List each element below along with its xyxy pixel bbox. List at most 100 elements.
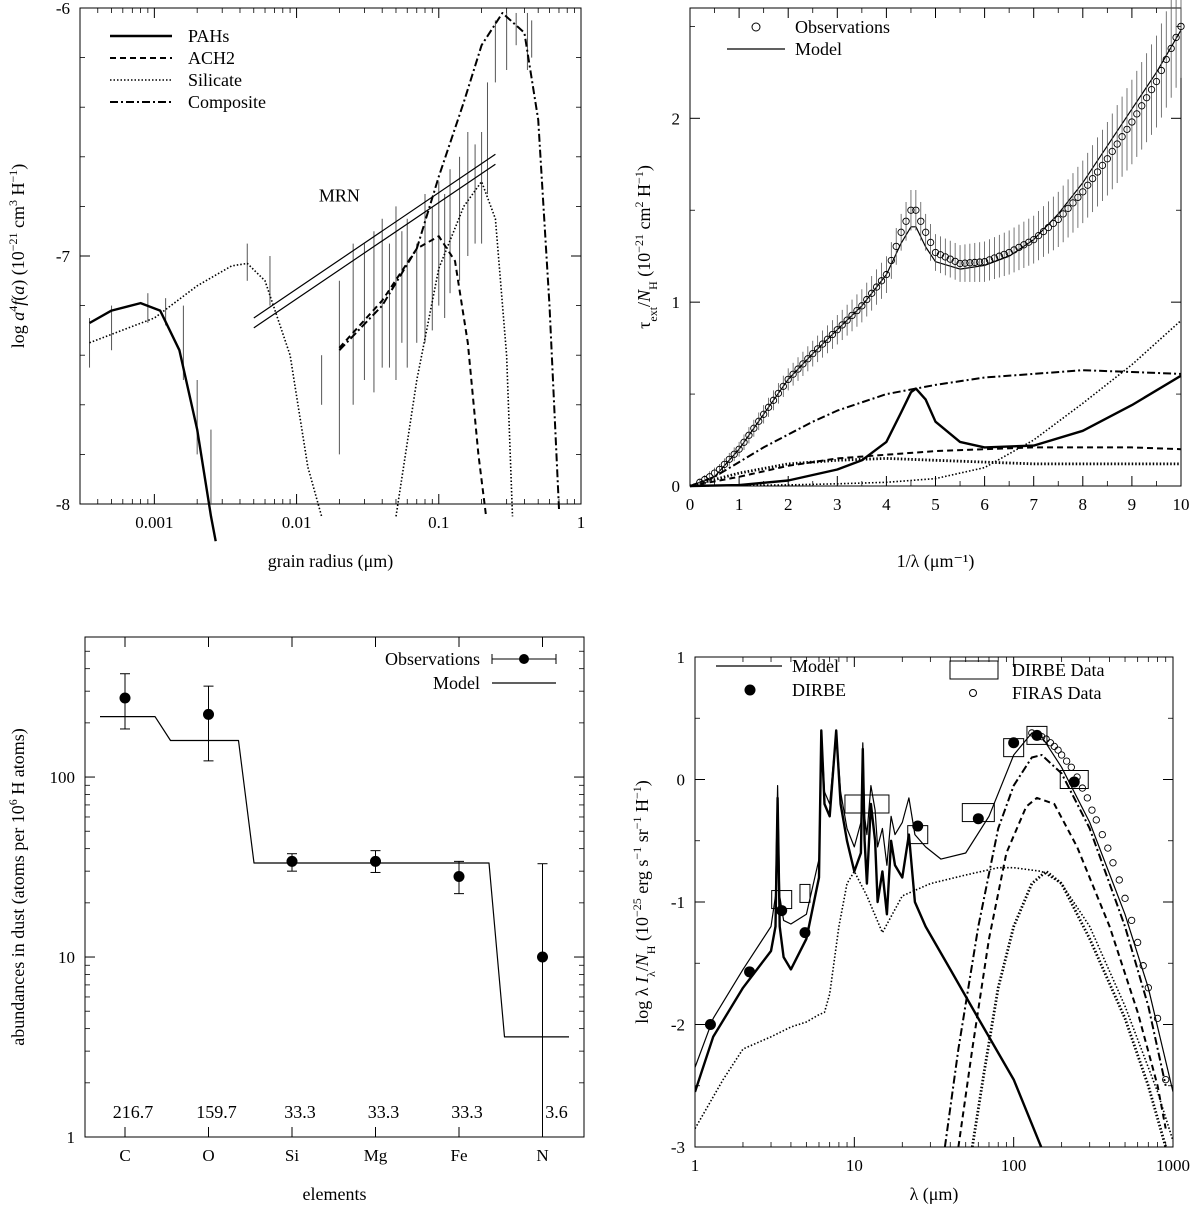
firas-point bbox=[1153, 1014, 1162, 1023]
firas-point bbox=[1050, 742, 1058, 751]
x-tick-label: 10 bbox=[1173, 495, 1190, 514]
plot-frame bbox=[694, 656, 1174, 1148]
legend-label: Silicate bbox=[188, 70, 242, 90]
model-value-label: 33.3 bbox=[284, 1102, 316, 1122]
component-line bbox=[689, 456, 1181, 488]
observation-point bbox=[750, 424, 758, 432]
y-axis-label: log a4f(a) (10−21 cm3 H−1) bbox=[6, 164, 29, 349]
observation-point bbox=[917, 217, 925, 225]
firas-point bbox=[1042, 735, 1050, 743]
observation-point bbox=[887, 256, 895, 265]
observation-point bbox=[872, 283, 881, 291]
x-tick-label: 3 bbox=[833, 495, 842, 514]
dirbe-box bbox=[844, 794, 890, 814]
legend-label: ACH2 bbox=[188, 48, 235, 68]
observation-point bbox=[745, 431, 753, 439]
observation-point bbox=[971, 258, 979, 267]
observation-point bbox=[1128, 118, 1136, 126]
component-line bbox=[957, 796, 1167, 1147]
dirbe-box bbox=[1059, 770, 1089, 789]
y-tick-label: -7 bbox=[56, 247, 71, 266]
x-tick-label: Si bbox=[285, 1146, 299, 1165]
y-tick-label: -1 bbox=[671, 893, 685, 912]
dirbe-box bbox=[799, 883, 811, 903]
x-tick-label: 5 bbox=[931, 495, 940, 514]
legend-label: FIRAS Data bbox=[1012, 683, 1102, 703]
component-line bbox=[689, 319, 1182, 487]
observation-point bbox=[119, 692, 131, 704]
observation-point bbox=[838, 321, 846, 329]
y-tick-label: 10 bbox=[58, 948, 75, 967]
dirbe-point bbox=[704, 1019, 716, 1030]
observation-point bbox=[1088, 174, 1097, 183]
firas-point bbox=[1098, 830, 1106, 839]
observation-point bbox=[809, 349, 817, 358]
firas-point bbox=[1083, 794, 1091, 802]
x-tick-label: 7 bbox=[1029, 495, 1038, 514]
observation-point bbox=[848, 311, 856, 320]
observation-point bbox=[1093, 168, 1102, 176]
x-axis-label: λ (μm) bbox=[910, 1184, 959, 1205]
legend-marker bbox=[519, 654, 529, 664]
observation-point bbox=[789, 370, 797, 378]
observation-point bbox=[740, 438, 748, 446]
abundances-panel: C O Si Mg Fe N 1 10 100 216.7 159.7 33.3 33.3 33.3 3.6… bbox=[6, 636, 585, 1204]
observation-point bbox=[882, 270, 891, 279]
observation-point bbox=[1069, 199, 1077, 207]
y-tick-label: 1 bbox=[672, 293, 681, 312]
y-axis-label: abundances in dust (atoms per 106 H atom… bbox=[6, 728, 29, 1045]
observation-point bbox=[774, 389, 783, 397]
dirbe-point bbox=[1068, 776, 1080, 788]
observation-point bbox=[1059, 210, 1067, 218]
observation-point bbox=[1177, 22, 1185, 31]
y-axis-label: τext/NH (10−21 cm2 H−1) bbox=[632, 165, 660, 329]
observation-point bbox=[804, 355, 812, 363]
firas-point bbox=[1088, 806, 1096, 814]
legend-marker bbox=[751, 22, 761, 32]
dirbe-point bbox=[912, 820, 924, 832]
observation-point bbox=[730, 450, 738, 458]
observation-point bbox=[453, 871, 465, 883]
observation-point bbox=[1039, 227, 1048, 236]
observation-point bbox=[1064, 204, 1072, 213]
x-tick-label: 2 bbox=[784, 495, 793, 514]
model-step-line bbox=[100, 715, 569, 1038]
firas-point bbox=[1144, 984, 1152, 992]
mrn-annotation: MRN bbox=[319, 185, 360, 205]
observation-point bbox=[976, 258, 984, 266]
plot-frame bbox=[79, 7, 582, 505]
firas-point bbox=[1067, 763, 1075, 771]
observation-point bbox=[1157, 66, 1166, 75]
observation-point bbox=[1108, 147, 1116, 156]
observation-point bbox=[907, 206, 915, 214]
observation-point bbox=[779, 382, 787, 391]
y-tick-label: -6 bbox=[56, 0, 70, 18]
x-tick-label: O bbox=[202, 1146, 214, 1165]
observation-point bbox=[1167, 44, 1175, 53]
x-tick-label: 4 bbox=[882, 495, 891, 514]
legend-label: DIRBE bbox=[792, 680, 846, 700]
observation-point bbox=[951, 257, 959, 265]
observation-point bbox=[1142, 94, 1151, 102]
y-tick-label: -8 bbox=[56, 495, 70, 514]
observation-point bbox=[1079, 188, 1087, 196]
legend-label: PAHs bbox=[188, 26, 229, 46]
observation-point bbox=[828, 330, 837, 339]
observation-point bbox=[286, 855, 298, 867]
observation-point bbox=[764, 403, 773, 411]
observation-point bbox=[769, 396, 778, 404]
observation-point bbox=[814, 345, 822, 353]
observation-point bbox=[1147, 85, 1156, 94]
observation-point bbox=[897, 228, 905, 236]
observation-point bbox=[892, 242, 900, 251]
x-axis-label: grain radius (μm) bbox=[268, 551, 394, 572]
y-tick-label: -2 bbox=[671, 1016, 685, 1035]
observation-point bbox=[1123, 125, 1131, 133]
observation-point bbox=[833, 326, 841, 334]
y-tick-label: 100 bbox=[50, 768, 76, 787]
y-tick-label: 0 bbox=[677, 771, 686, 790]
observation-point bbox=[941, 253, 949, 261]
observation-point bbox=[1054, 215, 1062, 224]
firas-point bbox=[1109, 859, 1117, 867]
model-value-label: 33.3 bbox=[368, 1102, 400, 1122]
